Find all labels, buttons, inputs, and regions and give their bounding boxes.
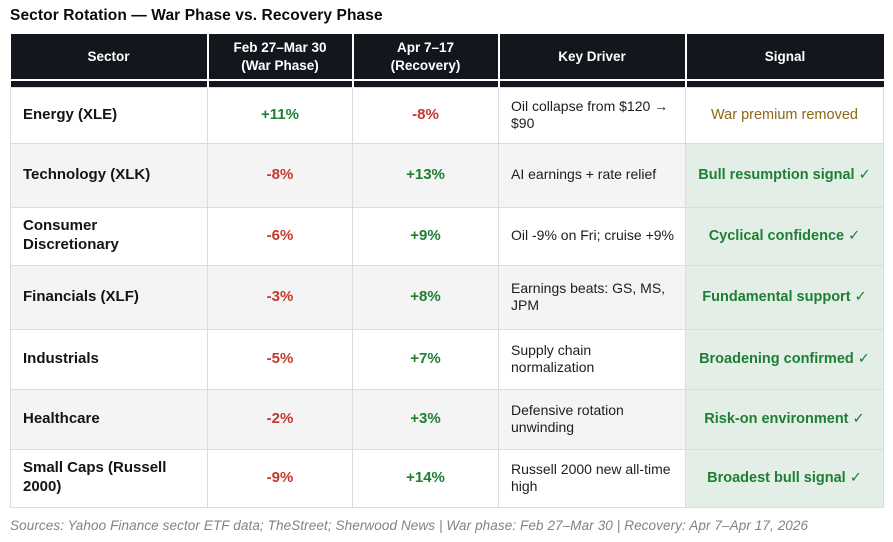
recovery-cell: +8%: [352, 264, 499, 330]
war-phase-cell: -5%: [207, 328, 353, 390]
table-row: Small Caps (Russell 2000) -9% +14% Russe…: [10, 448, 884, 508]
signal-cell: Bull resumption signal ✓: [685, 142, 884, 208]
table-row: Technology (XLK) -8% +13% AI earnings + …: [10, 142, 884, 208]
sector-cell: Healthcare: [10, 388, 208, 450]
war-phase-cell: -8%: [207, 142, 353, 208]
table-row: Healthcare -2% +3% Defensive rotation un…: [10, 388, 884, 450]
recovery-cell: +13%: [352, 142, 499, 208]
war-phase-cell: -3%: [207, 264, 353, 330]
sector-cell: Technology (XLK): [10, 142, 208, 208]
key-driver-cell: Oil -9% on Fri; cruise +9%: [498, 206, 686, 266]
header-war-phase-line1: Feb 27–Mar 30: [233, 40, 327, 55]
key-driver-cell: Supply chain normalization: [498, 328, 686, 390]
war-phase-cell: -9%: [207, 448, 353, 508]
sources-footnote: Sources: Yahoo Finance sector ETF data; …: [10, 517, 809, 533]
key-driver-cell: Russell 2000 new all-time high: [498, 448, 686, 508]
signal-cell: Fundamental support ✓: [685, 264, 884, 330]
signal-cell: War premium removed: [685, 86, 884, 144]
sector-cell: Energy (XLE): [10, 86, 208, 144]
sector-cell: Small Caps (Russell 2000): [10, 448, 208, 508]
header-signal: Signal: [684, 34, 884, 82]
signal-cell: Cyclical confidence ✓: [685, 206, 884, 266]
page-title: Sector Rotation — War Phase vs. Recovery…: [10, 7, 383, 24]
key-driver-cell: Defensive rotation unwinding: [498, 388, 686, 450]
table-row: Energy (XLE) +11% -8% Oil collapse from …: [10, 86, 884, 144]
header-key-driver: Key Driver: [497, 34, 687, 82]
header-spacer-strip: [10, 80, 884, 88]
recovery-cell: +3%: [352, 388, 499, 450]
recovery-cell: +14%: [352, 448, 499, 508]
table-row: Industrials -5% +7% Supply chain normali…: [10, 328, 884, 390]
sector-cell: Financials (XLF): [10, 264, 208, 330]
header-recovery-line1: Apr 7–17: [396, 40, 455, 55]
sector-rotation-table: Sector Feb 27–Mar 30 (War Phase) Apr 7–1…: [10, 34, 884, 508]
war-phase-cell: +11%: [207, 86, 353, 144]
header-war-phase: Feb 27–Mar 30 (War Phase): [206, 34, 354, 82]
recovery-cell: +7%: [352, 328, 499, 390]
header-sector: Sector: [10, 34, 209, 82]
signal-cell: Risk-on environment ✓: [685, 388, 884, 450]
header-recovery-line2: (Recovery): [390, 57, 461, 73]
table-row: Consumer Discretionary -6% +9% Oil -9% o…: [10, 206, 884, 266]
key-driver-cell: Oil collapse from $120 → $90: [498, 86, 686, 144]
signal-cell: Broadest bull signal ✓: [685, 448, 884, 508]
table-row: Financials (XLF) -3% +8% Earnings beats:…: [10, 264, 884, 330]
table-header: Sector Feb 27–Mar 30 (War Phase) Apr 7–1…: [10, 34, 884, 88]
war-phase-cell: -2%: [207, 388, 353, 450]
header-war-phase-line2: (War Phase): [241, 57, 319, 73]
sector-cell: Consumer Discretionary: [10, 206, 208, 266]
table-body: Energy (XLE) +11% -8% Oil collapse from …: [10, 86, 884, 508]
war-phase-cell: -6%: [207, 206, 353, 266]
recovery-cell: +9%: [352, 206, 499, 266]
recovery-cell: -8%: [352, 86, 499, 144]
key-driver-cell: AI earnings + rate relief: [498, 142, 686, 208]
key-driver-cell: Earnings beats: GS, MS, JPM: [498, 264, 686, 330]
header-recovery: Apr 7–17 (Recovery): [351, 34, 500, 82]
signal-cell: Broadening confirmed ✓: [685, 328, 884, 390]
sector-cell: Industrials: [10, 328, 208, 390]
